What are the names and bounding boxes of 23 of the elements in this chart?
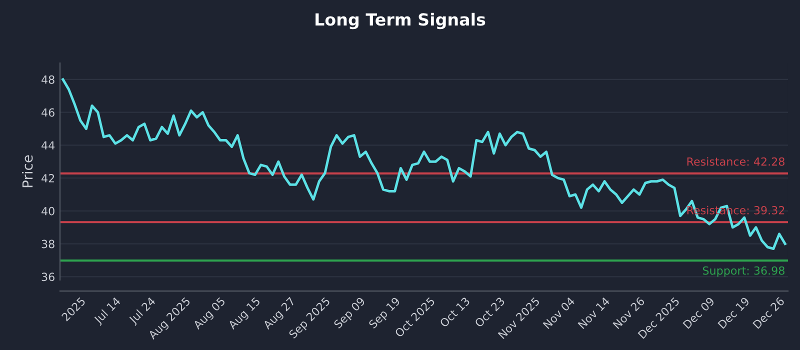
chart-title: Long Term Signals bbox=[316, 12, 486, 30]
y-tick-label: 36 bbox=[42, 272, 54, 282]
y-tick-label: 42 bbox=[42, 174, 54, 182]
x-tick-label: Dec 26 bbox=[752, 296, 785, 329]
ref-line-label: Resistance: 42.28 bbox=[687, 157, 784, 166]
x-tick-label: Oct 23 bbox=[474, 296, 506, 328]
x-tick-label: Jul 24 bbox=[128, 296, 158, 326]
ref-line-label: Support: 36.98 bbox=[702, 266, 784, 277]
y-tick-label: 46 bbox=[42, 108, 54, 117]
x-tick-label: Nov 26 bbox=[612, 296, 646, 330]
x-tick-label: Nov 14 bbox=[578, 296, 610, 330]
y-tick-label: 38 bbox=[42, 240, 54, 248]
x-tick-label: Nov 04 bbox=[542, 296, 576, 330]
x-tick-label: Dec 09 bbox=[682, 296, 715, 329]
x-tick-label: Sep 09 bbox=[333, 296, 367, 330]
line-series bbox=[62, 78, 786, 250]
x-tick-label: Dec 19 bbox=[718, 296, 750, 329]
x-tick-label: Jul 14 bbox=[92, 296, 122, 326]
y-tick-label: 40 bbox=[42, 206, 54, 216]
x-tick-label: Oct 13 bbox=[439, 296, 470, 328]
y-tick-label: 48 bbox=[42, 75, 54, 84]
y-axis-title: Price bbox=[22, 155, 33, 188]
y-tick-label: 44 bbox=[42, 141, 55, 150]
